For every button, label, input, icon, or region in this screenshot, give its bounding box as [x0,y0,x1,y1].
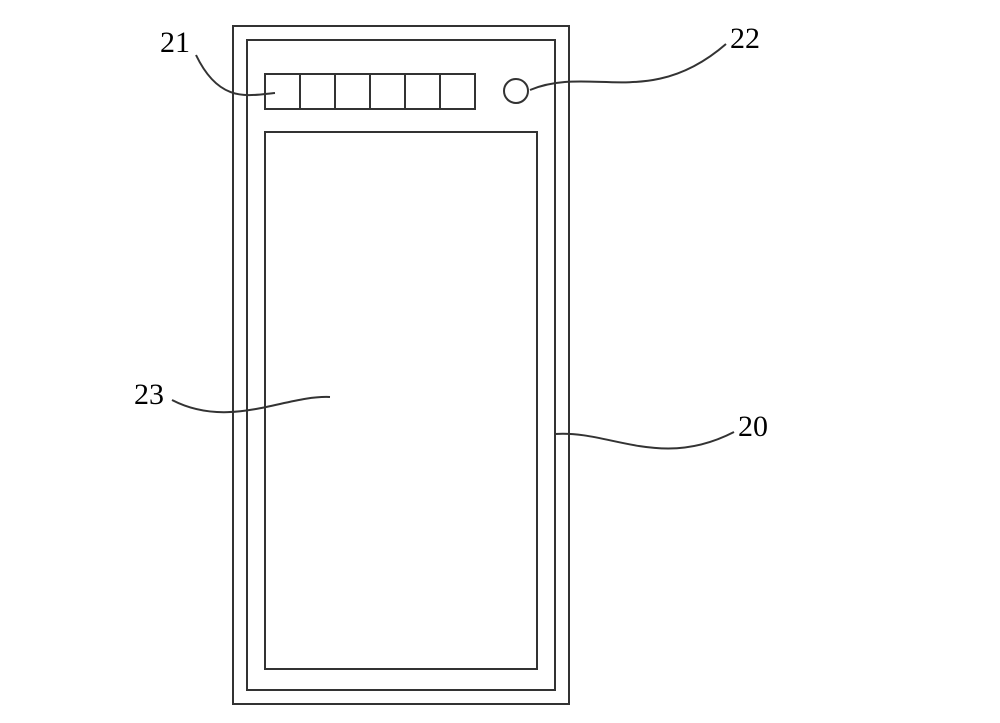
leader-line-23 [172,397,330,412]
leader-line-22 [530,44,726,90]
callout-label-23: 23 [134,378,164,412]
leader-line-21 [196,55,275,95]
device-inner-rect [247,40,555,690]
diagram-canvas: 21 22 23 20 [0,0,1000,723]
callout-label-21: 21 [160,26,190,60]
leader-line-20 [555,432,734,449]
device-outer-rect [233,26,569,704]
callout-label-20: 20 [738,410,768,444]
callout-label-22: 22 [730,22,760,56]
diagram-svg [0,0,1000,723]
screen-rect [265,132,537,669]
top-indicator-circle [504,79,528,103]
